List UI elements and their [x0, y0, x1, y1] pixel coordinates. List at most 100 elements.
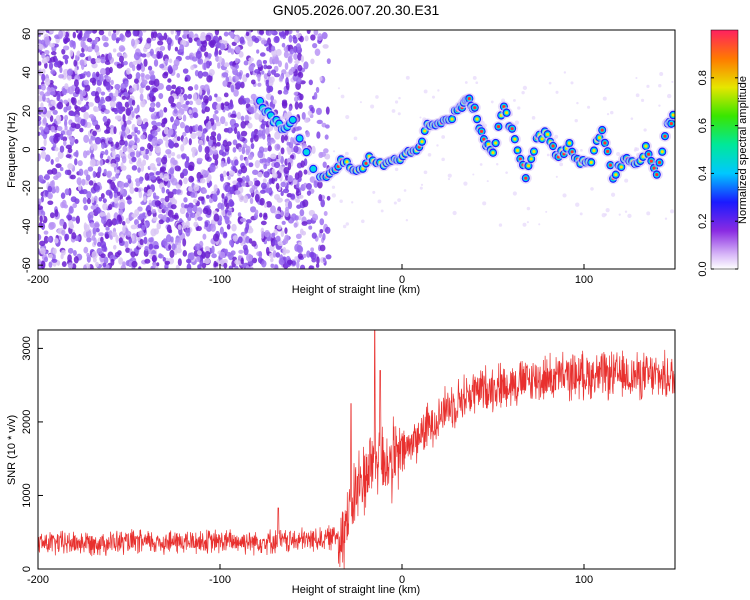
- noise-dot: [92, 227, 97, 235]
- noise-dot: [43, 138, 47, 147]
- track-peak: [614, 173, 618, 177]
- noise-dot: [129, 106, 134, 112]
- noise-dot: [315, 263, 320, 268]
- noise-dot: [74, 139, 79, 144]
- noise-dot: [143, 58, 148, 67]
- noise-dot: [610, 192, 616, 197]
- noise-dot: [133, 78, 139, 84]
- x-tick-label: -200: [27, 574, 49, 586]
- noise-dot: [198, 88, 203, 96]
- noise-dot: [72, 249, 77, 256]
- noise-dot: [122, 225, 126, 234]
- noise-dot: [44, 154, 51, 162]
- noise-dot: [52, 109, 58, 115]
- noise-dot: [204, 258, 211, 265]
- noise-dot: [538, 223, 541, 226]
- noise-dot: [84, 84, 91, 92]
- noise-dot: [194, 124, 199, 132]
- noise-dot: [90, 58, 97, 65]
- noise-dot: [266, 156, 271, 164]
- snr-x-ticks: -200 -100 0 100: [27, 564, 593, 586]
- noise-dot: [99, 153, 104, 159]
- noise-dot: [377, 199, 382, 204]
- noise-dot: [220, 176, 224, 182]
- noise-dot: [269, 76, 275, 84]
- noise-dot: [472, 173, 475, 176]
- noise-dot: [71, 216, 77, 222]
- noise-dot: [158, 109, 164, 118]
- noise-dot: [185, 220, 190, 229]
- noise-dot: [184, 125, 190, 134]
- noise-dot: [245, 72, 250, 78]
- noise-dot: [105, 159, 110, 164]
- noise-dot: [83, 169, 89, 176]
- noise-dot: [224, 184, 231, 193]
- noise-dot: [234, 126, 238, 135]
- noise-dot: [141, 74, 145, 82]
- noise-dot: [331, 193, 337, 198]
- noise-dot: [91, 250, 98, 260]
- noise-dot: [220, 160, 225, 168]
- noise-dot: [204, 146, 210, 154]
- noise-dot: [152, 192, 157, 199]
- track-peak: [669, 122, 673, 126]
- noise-dot: [235, 46, 241, 54]
- noise-dot: [261, 70, 265, 75]
- noise-dot: [108, 137, 113, 143]
- noise-dot: [280, 230, 285, 237]
- noise-dot: [490, 100, 494, 104]
- noise-dot: [106, 118, 111, 124]
- noise-dot: [182, 131, 187, 137]
- noise-dot: [224, 144, 230, 153]
- noise-dot: [137, 206, 143, 212]
- noise-dot: [188, 37, 193, 43]
- noise-dot: [139, 93, 144, 102]
- noise-dot: [342, 224, 347, 229]
- noise-dot: [604, 213, 607, 216]
- noise-dot: [118, 209, 124, 216]
- noise-dot: [197, 196, 205, 201]
- noise-dot: [148, 172, 155, 177]
- noise-dot: [587, 105, 591, 109]
- noise-dot: [40, 150, 47, 159]
- noise-dot: [188, 186, 193, 192]
- noise-dot: [96, 51, 100, 56]
- noise-dot: [148, 243, 154, 250]
- noise-dot: [521, 90, 525, 95]
- noise-dot: [293, 53, 298, 61]
- track-peak: [345, 160, 349, 164]
- noise-dot: [498, 223, 503, 227]
- track-peak: [663, 134, 667, 138]
- track-peak: [450, 117, 454, 121]
- noise-dot: [175, 30, 182, 33]
- noise-dot: [93, 237, 97, 246]
- noise-dot: [113, 126, 117, 135]
- noise-dot: [79, 127, 84, 133]
- noise-dot: [324, 124, 330, 129]
- noise-dot: [42, 93, 46, 102]
- noise-dot: [89, 158, 96, 167]
- noise-dot: [174, 165, 181, 172]
- noise-dot: [209, 164, 216, 173]
- noise-dot: [179, 95, 185, 105]
- noise-dot: [115, 141, 120, 149]
- noise-dot: [257, 171, 263, 178]
- noise-dot: [207, 139, 213, 147]
- noise-dot: [233, 88, 239, 97]
- noise-dot: [67, 262, 74, 269]
- noise-dot: [113, 107, 119, 115]
- noise-dot: [173, 118, 180, 127]
- noise-dot: [87, 55, 92, 62]
- noise-dot: [47, 192, 53, 200]
- noise-dot: [138, 266, 142, 269]
- noise-dot: [247, 122, 253, 129]
- noise-dot: [197, 264, 202, 269]
- colorbar-tick-label: 0.8: [697, 70, 709, 85]
- noise-dot: [272, 250, 277, 258]
- noise-dot: [324, 134, 329, 140]
- noise-dot: [447, 177, 451, 181]
- noise-dot: [290, 193, 296, 200]
- snr-y-label: SNR (10 * v/v): [6, 415, 18, 485]
- track-peak: [526, 164, 531, 168]
- noise-dot: [98, 232, 104, 237]
